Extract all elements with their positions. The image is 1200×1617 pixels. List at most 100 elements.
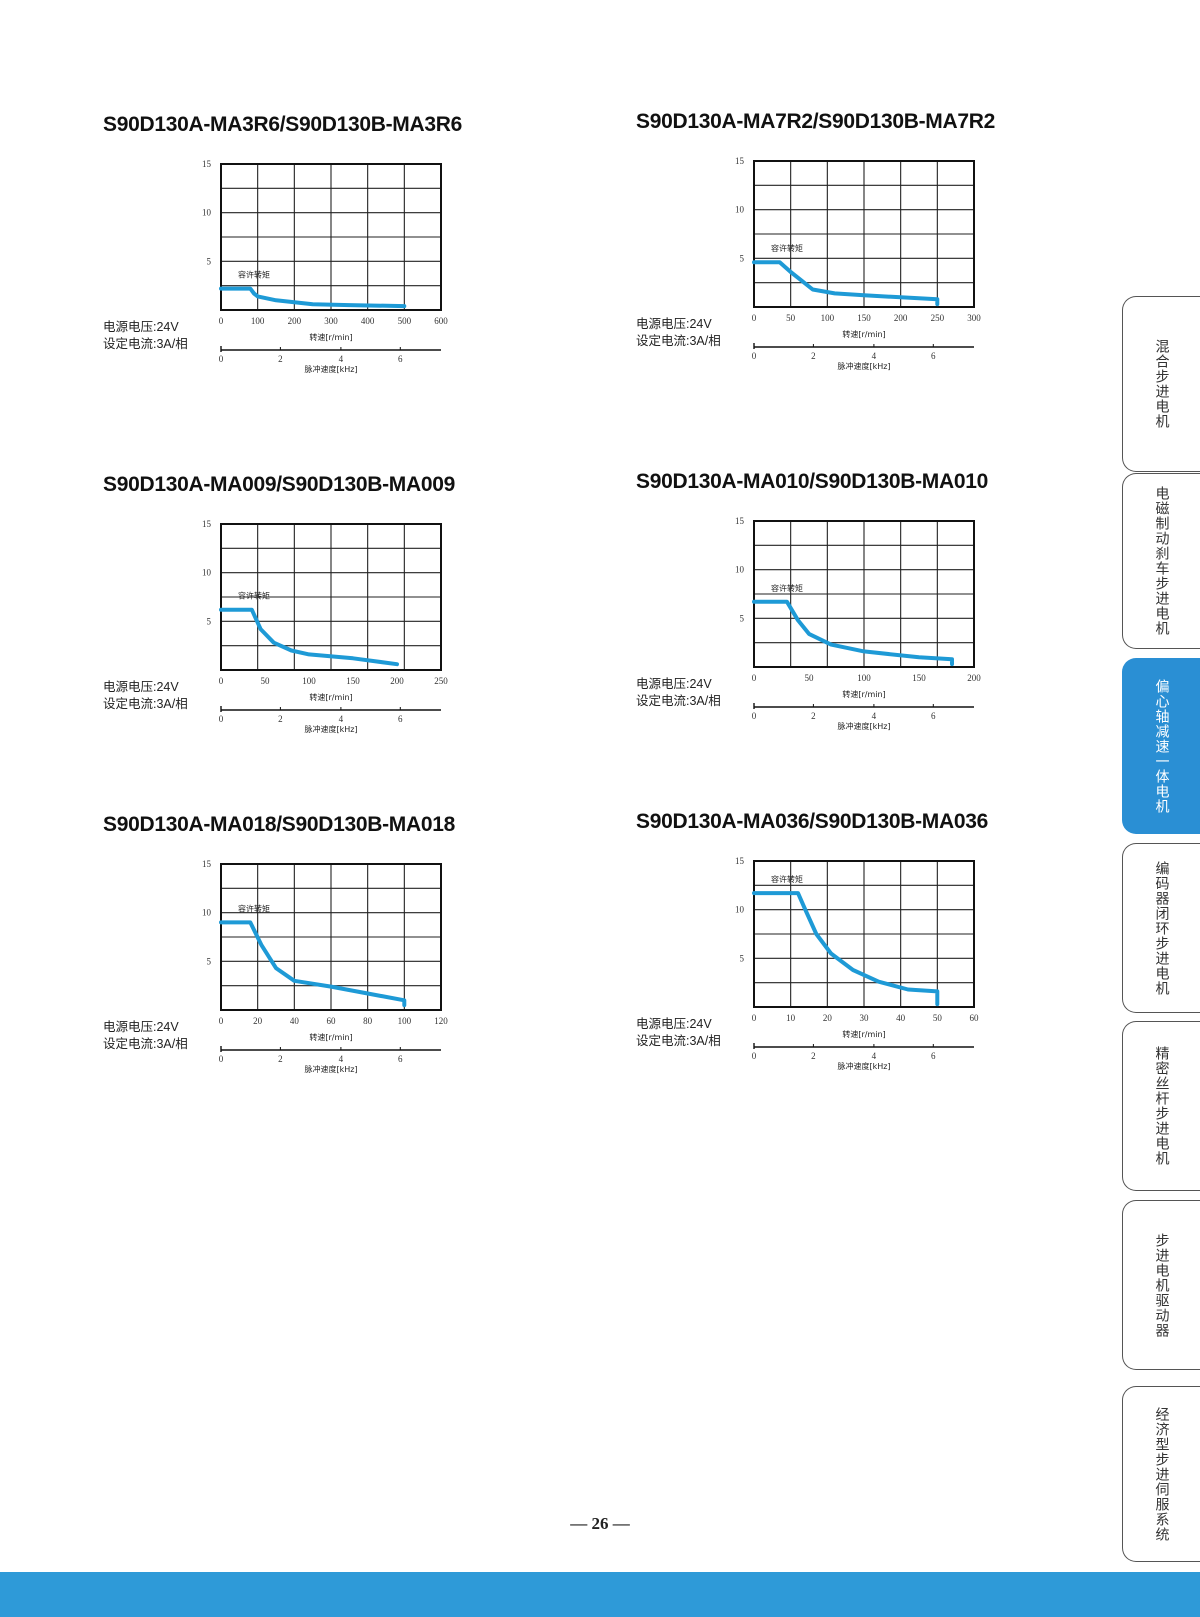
pulse-tick-label: 6 bbox=[931, 1051, 936, 1061]
chart-block: S90D130A-MA018/S90D130B-MA018 15 10 5 0 20 40 6… bbox=[103, 813, 623, 1113]
plot-frame bbox=[753, 160, 975, 308]
x-tick-label: 0 bbox=[752, 1013, 757, 1023]
pulse-axis-label: 脉冲速度[kHz] bbox=[837, 361, 890, 371]
x-tick-label: 250 bbox=[931, 313, 945, 323]
torque-curve bbox=[752, 599, 954, 667]
drive-parameters: 电源电压:24V 设定电流:3A/相 bbox=[636, 676, 721, 710]
y-tick-label: 5 bbox=[740, 613, 745, 623]
allowed-torque-label: 容许转矩 bbox=[771, 874, 803, 884]
chart-block: S90D130A-MA036/S90D130B-MA036 15 10 5 0 10 20 3… bbox=[636, 810, 1156, 1110]
x-tick-label: 50 bbox=[933, 1013, 943, 1023]
chart-title: S90D130A-MA009/S90D130B-MA009 bbox=[103, 473, 455, 496]
torque-curve bbox=[219, 920, 407, 1008]
x-tick-label: 200 bbox=[894, 313, 908, 323]
drive-parameters: 电源电压:24V 设定电流:3A/相 bbox=[636, 316, 721, 350]
plot-frame bbox=[220, 163, 442, 311]
side-tab-label: 经济型步进伺服系统 bbox=[1153, 1406, 1170, 1542]
x-tick-label: 40 bbox=[896, 1013, 906, 1023]
supply-voltage: 电源电压:24V bbox=[636, 1017, 712, 1031]
pulse-tick-label: 2 bbox=[811, 711, 816, 721]
drive-parameters: 电源电压:24V 设定电流:3A/相 bbox=[103, 1019, 188, 1053]
x-tick-label: 60 bbox=[970, 1013, 980, 1023]
x-tick-label: 300 bbox=[967, 313, 981, 323]
chart-title: S90D130A-MA010/S90D130B-MA010 bbox=[636, 470, 988, 493]
side-navigation: 混合步进电机电磁制动刹车步进电机 偏心轴减速一体电机编码器闭环步进电机 精密丝杆步进… bbox=[1122, 0, 1200, 1617]
pulse-tick-label: 4 bbox=[339, 1054, 344, 1064]
side-tab[interactable]: 经济型步进伺服系统 bbox=[1122, 1386, 1200, 1562]
y-tick-label: 5 bbox=[740, 953, 745, 963]
x-tick-label: 0 bbox=[219, 676, 224, 686]
pulse-axis-label: 脉冲速度[kHz] bbox=[304, 364, 357, 374]
pulse-tick-label: 6 bbox=[398, 1054, 403, 1064]
page-number: — 26 — bbox=[570, 1514, 630, 1533]
side-tab[interactable]: 偏心轴减速一体电机 bbox=[1122, 658, 1200, 834]
pulse-tick-label: 6 bbox=[931, 711, 936, 721]
x-tick-label: 20 bbox=[253, 1016, 263, 1026]
speed-axis-label: 转速[r/min] bbox=[309, 332, 352, 342]
pulse-tick-label: 2 bbox=[278, 714, 283, 724]
pulse-tick-label: 4 bbox=[339, 354, 344, 364]
drive-parameters: 电源电压:24V 设定电流:3A/相 bbox=[103, 319, 188, 353]
supply-voltage: 电源电压:24V bbox=[103, 1020, 179, 1034]
y-tick-label: 10 bbox=[202, 568, 212, 578]
supply-voltage: 电源电压:24V bbox=[636, 677, 712, 691]
drive-parameters: 电源电压:24V 设定电流:3A/相 bbox=[103, 679, 188, 713]
plot-frame bbox=[220, 523, 442, 671]
pulse-tick-label: 0 bbox=[752, 351, 757, 361]
chart-title: S90D130A-MA036/S90D130B-MA036 bbox=[636, 810, 988, 833]
allowed-torque-label: 容许转矩 bbox=[771, 583, 803, 593]
x-tick-label: 150 bbox=[857, 313, 871, 323]
x-tick-label: 30 bbox=[860, 1013, 870, 1023]
x-tick-label: 50 bbox=[261, 676, 271, 686]
set-current: 设定电流:3A/相 bbox=[103, 697, 188, 711]
x-tick-label: 100 bbox=[857, 673, 871, 683]
supply-voltage: 电源电压:24V bbox=[636, 317, 712, 331]
speed-axis-label: 转速[r/min] bbox=[842, 329, 885, 339]
x-tick-label: 600 bbox=[434, 316, 448, 326]
pulse-tick-label: 4 bbox=[872, 351, 877, 361]
torque-curve bbox=[219, 607, 399, 667]
pulse-tick-label: 4 bbox=[339, 714, 344, 724]
pulse-tick-label: 4 bbox=[872, 1051, 877, 1061]
pulse-tick-label: 0 bbox=[752, 1051, 757, 1061]
speed-axis-label: 转速[r/min] bbox=[309, 1032, 352, 1042]
chart-block: S90D130A-MA009/S90D130B-MA009 15 10 5 0 50 100… bbox=[103, 473, 623, 773]
set-current: 设定电流:3A/相 bbox=[636, 694, 721, 708]
x-tick-label: 200 bbox=[390, 676, 404, 686]
x-tick-label: 40 bbox=[290, 1016, 300, 1026]
torque-speed-chart: 15 10 5 0 20 40 60 80 100 120 转速[r/min] 0 2 4 6 脉冲速度[kH… bbox=[202, 859, 448, 1074]
side-tab-label: 混合步进电机 bbox=[1153, 339, 1170, 429]
pulse-tick-label: 2 bbox=[811, 351, 816, 361]
x-tick-label: 300 bbox=[324, 316, 338, 326]
allowed-torque-label: 容许转矩 bbox=[238, 591, 270, 601]
allowed-torque-label: 容许转矩 bbox=[238, 270, 270, 280]
chart-title: S90D130A-MA018/S90D130B-MA018 bbox=[103, 813, 455, 836]
y-tick-label: 15 bbox=[202, 159, 212, 169]
side-tab[interactable]: 步进电机驱动器 bbox=[1122, 1200, 1200, 1370]
pulse-tick-label: 0 bbox=[219, 1054, 224, 1064]
chart-block: S90D130A-MA7R2/S90D130B-MA7R2 15 10 5 0 50 100… bbox=[636, 110, 1156, 410]
supply-voltage: 电源电压:24V bbox=[103, 320, 179, 334]
x-tick-label: 100 bbox=[821, 313, 835, 323]
y-tick-label: 15 bbox=[735, 516, 745, 526]
side-tab[interactable]: 编码器闭环步进电机 bbox=[1122, 843, 1200, 1013]
x-tick-label: 100 bbox=[302, 676, 316, 686]
x-tick-label: 100 bbox=[398, 1016, 412, 1026]
x-tick-label: 80 bbox=[363, 1016, 373, 1026]
pulse-axis-label: 脉冲速度[kHz] bbox=[304, 724, 357, 734]
pulse-tick-label: 2 bbox=[278, 1054, 283, 1064]
x-tick-label: 500 bbox=[398, 316, 412, 326]
torque-curve bbox=[752, 260, 940, 307]
speed-axis-label: 转速[r/min] bbox=[842, 1029, 885, 1039]
side-tab[interactable]: 混合步进电机 bbox=[1122, 296, 1200, 472]
chart-block: S90D130A-MA010/S90D130B-MA010 15 10 5 0 50 100… bbox=[636, 470, 1156, 770]
side-tab[interactable]: 精密丝杆步进电机 bbox=[1122, 1021, 1200, 1191]
x-tick-label: 0 bbox=[752, 673, 757, 683]
set-current: 设定电流:3A/相 bbox=[636, 1034, 721, 1048]
side-tab[interactable]: 电磁制动刹车步进电机 bbox=[1122, 473, 1200, 649]
y-tick-label: 5 bbox=[207, 956, 212, 966]
side-tab-label: 步进电机驱动器 bbox=[1153, 1232, 1170, 1338]
y-tick-label: 10 bbox=[735, 905, 745, 915]
y-tick-label: 5 bbox=[207, 616, 212, 626]
